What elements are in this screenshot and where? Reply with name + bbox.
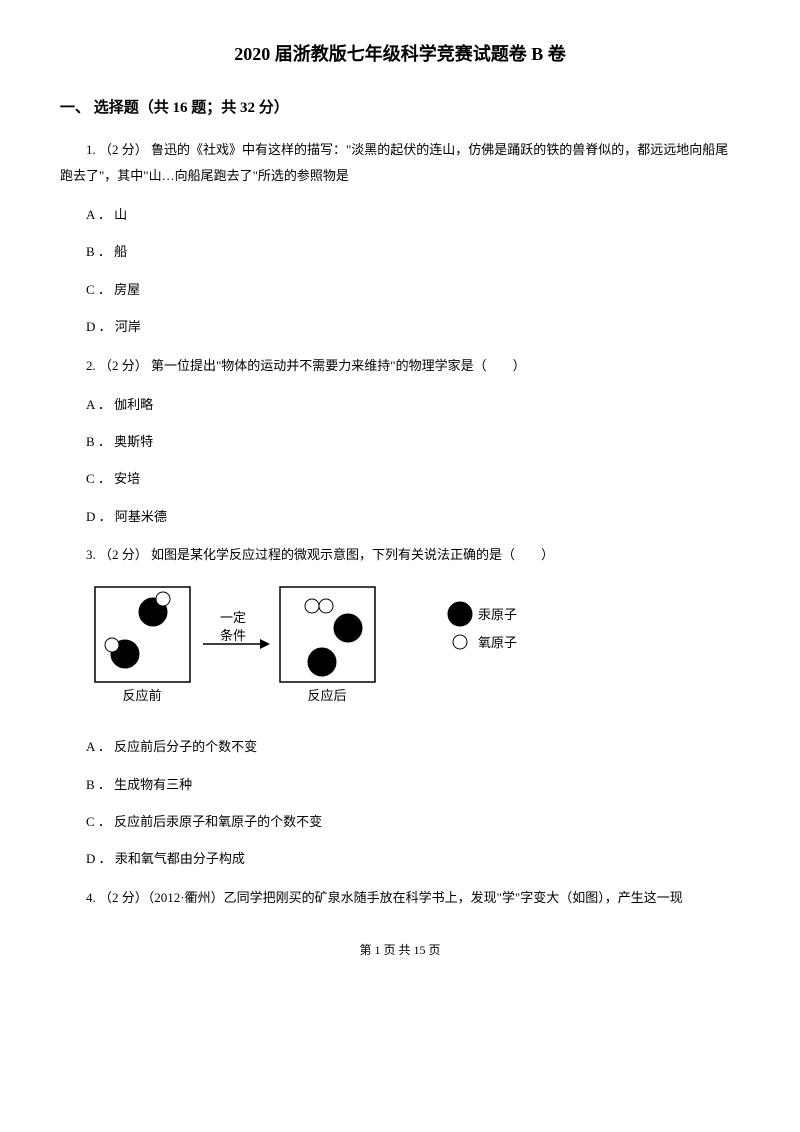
question-2-option-d: D ． 阿基米德 (60, 505, 740, 528)
question-4-stem: 4. （2 分）（2012·衢州）乙同学把刚买的矿泉水随手放在科学书上，发现"学… (60, 885, 740, 911)
question-1-option-a: A ． 山 (60, 203, 740, 226)
question-2-option-a: A ． 伽利略 (60, 393, 740, 416)
question-1-stem: 1. （2 分） 鲁迅的《社戏》中有这样的描写："淡黑的起伏的连山，仿佛是踊跃的… (60, 137, 740, 189)
section-header: 一、 选择题（共 16 题；共 32 分） (60, 96, 740, 117)
question-3-option-b: B ． 生成物有三种 (60, 773, 740, 796)
question-1-option-b: B ． 船 (60, 240, 740, 263)
legend-oxygen: 氧原子 (478, 635, 517, 650)
label-after: 反应后 (307, 688, 346, 703)
question-3-option-a: A ． 反应前后分子的个数不变 (60, 735, 740, 758)
arrow-label-2: 条件 (220, 628, 246, 643)
question-2-option-c: C ． 安培 (60, 467, 740, 490)
question-1-option-c: C ． 房屋 (60, 278, 740, 301)
arrow-label-1: 一定 (220, 610, 246, 625)
reaction-diagram: 反应前 一定 条件 反应后 汞原子 氧原子 (90, 582, 740, 717)
question-3-stem: 3. （2 分） 如图是某化学反应过程的微观示意图，下列有关说法正确的是（ ） (60, 542, 740, 568)
page-footer: 第 1 页 共 15 页 (60, 941, 740, 958)
label-before: 反应前 (122, 688, 161, 703)
question-3-option-c: C ． 反应前后汞原子和氧原子的个数不变 (60, 810, 740, 833)
question-2-stem: 2. （2 分） 第一位提出"物体的运动并不需要力来维持"的物理学家是（ ） (60, 353, 740, 379)
question-2-option-b: B ． 奥斯特 (60, 430, 740, 453)
legend-mercury: 汞原子 (478, 607, 517, 622)
page-title: 2020 届浙教版七年级科学竞赛试题卷 B 卷 (60, 40, 740, 66)
question-3-option-d: D ． 汞和氧气都由分子构成 (60, 847, 740, 870)
question-1-option-d: D ． 河岸 (60, 315, 740, 338)
